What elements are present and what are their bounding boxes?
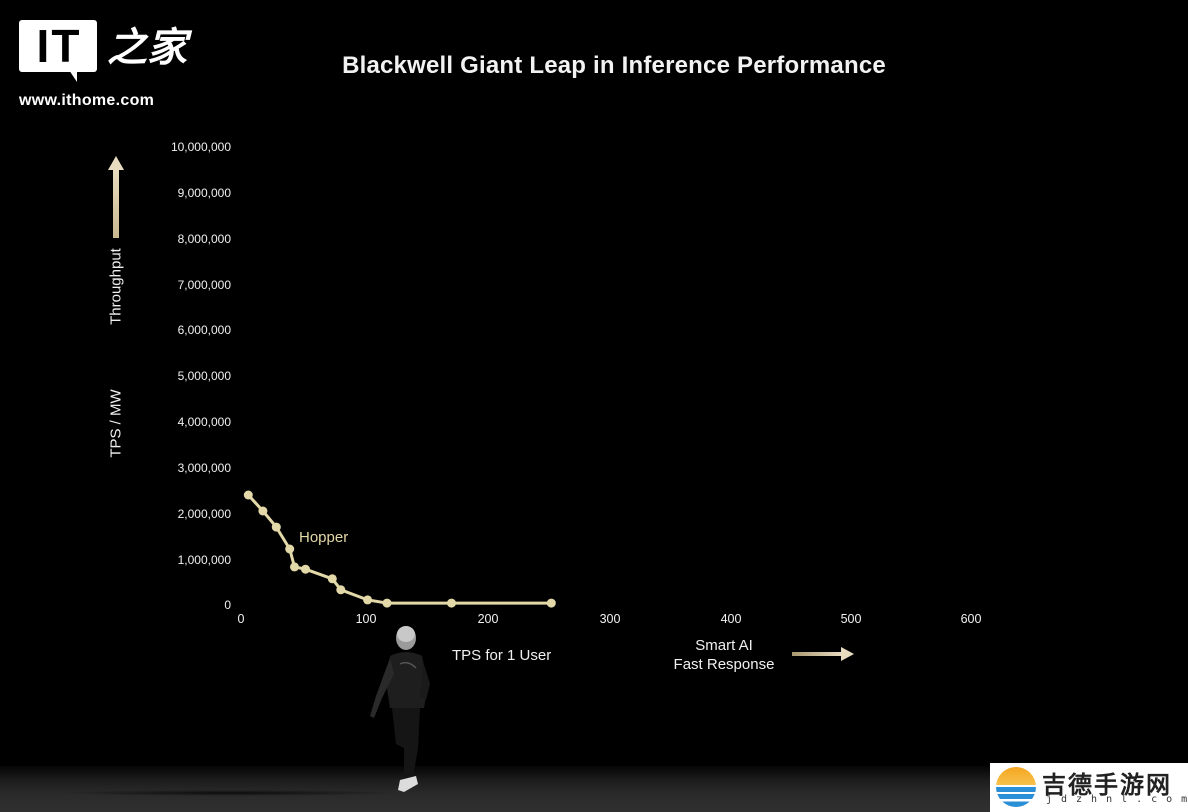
jdzhnl-watermark: 吉德手游网 jdzhnl.com [990, 763, 1188, 812]
data-point [301, 564, 310, 574]
series-label-hopper: Hopper [299, 529, 348, 546]
y-tick: 8,000,000 [177, 232, 231, 246]
watermark-url: jdzhnl.com [1046, 794, 1188, 805]
x-note-line1: Smart AI [695, 637, 753, 654]
data-point [271, 522, 281, 532]
data-point [258, 506, 268, 516]
x-axis-title: TPS for 1 User [452, 647, 552, 664]
y-tick: 7,000,000 [177, 278, 231, 292]
logo-url: www.ithome.com [19, 92, 155, 109]
watermark-sun-wave-logo-icon [996, 767, 1036, 807]
right-arrow-icon [792, 647, 854, 661]
y-tick: 5,000,000 [177, 369, 231, 383]
watermark-chinese-text: 吉德手游网 [1042, 771, 1172, 799]
y-tick: 3,000,000 [177, 461, 231, 475]
y-tick: 1,000,000 [177, 553, 231, 567]
chart-title: Blackwell Giant Leap in Inference Perfor… [342, 52, 886, 79]
x-tick: 100 [355, 612, 377, 626]
hopper-series-points [243, 490, 556, 608]
data-point [447, 598, 456, 608]
x-tick: 600 [960, 612, 982, 626]
y-tick: 4,000,000 [177, 415, 231, 429]
x-note-line2: Fast Response [673, 656, 775, 673]
data-point [285, 544, 295, 554]
y-tick: 2,000,000 [177, 507, 231, 521]
y-tick: 9,000,000 [177, 186, 231, 200]
data-point [546, 598, 556, 608]
x-axis-direction-note: Smart AI Fast Response [660, 636, 788, 674]
up-arrow-icon [108, 156, 124, 238]
y-axis-title: Throughput TPS / MW [106, 150, 130, 470]
y-tick: 6,000,000 [177, 323, 231, 337]
data-point [243, 490, 253, 500]
x-tick: 200 [477, 612, 499, 626]
logo-speech-bubble-icon: IT [19, 20, 97, 82]
x-tick: 300 [599, 612, 621, 626]
x-tick: 500 [840, 612, 862, 626]
y-tick: 10,000,000 [170, 140, 231, 154]
x-tick: 400 [720, 612, 742, 626]
data-point [382, 598, 392, 608]
data-point [327, 574, 337, 584]
presenter-shadow [60, 790, 400, 796]
presenter-figure [370, 626, 430, 792]
logo-chinese-text: 之家 [107, 24, 187, 71]
data-point [336, 585, 346, 595]
y-tick: 0 [224, 598, 231, 612]
ithome-logo: IT 之家 www.ithome.com [19, 20, 189, 115]
data-point [363, 595, 373, 605]
x-tick: 0 [237, 612, 245, 626]
logo-mark: IT [36, 20, 82, 72]
data-point [290, 562, 299, 572]
